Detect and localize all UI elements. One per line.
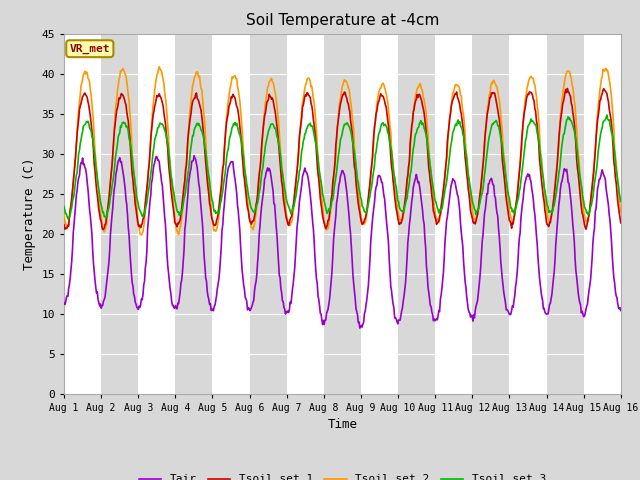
Bar <box>361 34 398 394</box>
Tsoil set 3 <box>185 167 193 172</box>
Line: Tair: Tair <box>64 156 621 328</box>
Tsoil set 3 <box>71 184 79 190</box>
Bar <box>101 34 138 394</box>
Tsoil set 2 <box>138 232 145 238</box>
Tair <box>617 308 625 313</box>
Tair <box>184 192 192 197</box>
Tsoil set 2 <box>186 114 193 120</box>
Tsoil set 2 <box>617 210 625 216</box>
Tsoil set 2 <box>412 92 419 97</box>
Tsoil set 1 <box>70 170 78 176</box>
Tair <box>214 281 222 287</box>
Tsoil set 2 <box>127 132 135 138</box>
Tsoil set 3 <box>214 211 222 216</box>
Bar <box>138 34 175 394</box>
Tair <box>412 175 419 181</box>
Tsoil set 2 <box>60 212 68 218</box>
Bar <box>64 34 101 394</box>
Line: Tsoil set 1: Tsoil set 1 <box>64 88 621 229</box>
Bar <box>212 34 250 394</box>
Bar <box>250 34 287 394</box>
Line: Tsoil set 3: Tsoil set 3 <box>64 115 621 218</box>
Tsoil set 3 <box>128 155 136 160</box>
Bar <box>509 34 547 394</box>
Tsoil set 2 <box>156 64 163 70</box>
Bar <box>175 34 212 394</box>
Tsoil set 1 <box>617 220 625 226</box>
Tsoil set 1 <box>411 101 419 107</box>
Tsoil set 1 <box>60 222 68 228</box>
Tair <box>60 300 68 306</box>
X-axis label: Time: Time <box>328 418 357 431</box>
Tsoil set 1 <box>128 171 136 177</box>
Bar <box>287 34 324 394</box>
Tsoil set 2 <box>428 178 436 183</box>
Bar <box>435 34 472 394</box>
Text: VR_met: VR_met <box>70 44 110 54</box>
Tsoil set 3 <box>617 199 625 204</box>
Tair <box>356 325 364 331</box>
Tair <box>428 309 436 315</box>
Legend: Tair, Tsoil set 1, Tsoil set 2, Tsoil set 3: Tair, Tsoil set 1, Tsoil set 2, Tsoil se… <box>134 470 550 480</box>
Tsoil set 2 <box>215 215 223 220</box>
Tsoil set 3 <box>64 216 72 221</box>
Tair <box>190 153 198 158</box>
Tsoil set 1 <box>99 227 107 232</box>
Tair <box>127 270 135 276</box>
Tsoil set 1 <box>214 211 222 217</box>
Y-axis label: Temperature (C): Temperature (C) <box>23 157 36 270</box>
Tsoil set 1 <box>428 184 435 190</box>
Bar <box>584 34 621 394</box>
Bar <box>472 34 509 394</box>
Tsoil set 1 <box>185 128 193 134</box>
Tsoil set 2 <box>70 171 78 177</box>
Bar <box>398 34 435 394</box>
Tsoil set 3 <box>60 204 68 209</box>
Title: Soil Temperature at -4cm: Soil Temperature at -4cm <box>246 13 439 28</box>
Tsoil set 3 <box>411 135 419 141</box>
Tsoil set 3 <box>603 112 611 118</box>
Tair <box>70 221 78 227</box>
Line: Tsoil set 2: Tsoil set 2 <box>64 67 621 235</box>
Bar <box>547 34 584 394</box>
Bar <box>324 34 361 394</box>
Tsoil set 1 <box>564 85 572 91</box>
Tsoil set 3 <box>428 170 435 176</box>
